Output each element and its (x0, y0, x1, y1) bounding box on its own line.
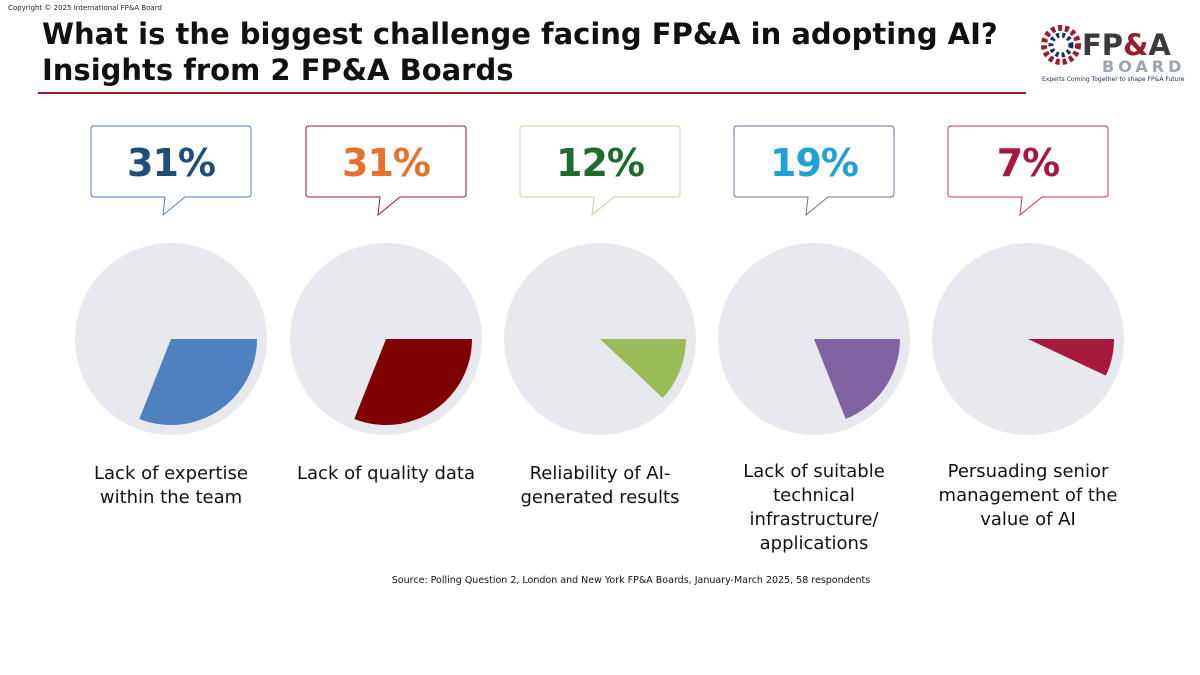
category-label-4: Lack of suitable technical infrastructur… (743, 461, 885, 554)
category-label-1: Lack of expertise within the team (94, 463, 248, 508)
pie-slice-2 (354, 339, 472, 426)
category-label-3: Reliability of AI-generated results (520, 463, 680, 508)
page-title: What is the biggest challenge facing FP&… (42, 16, 998, 88)
logo-globe-icon (1041, 25, 1081, 65)
pie-slice-4 (814, 339, 900, 419)
percent-label-5: 7% (997, 141, 1060, 185)
pie-slice-5 (1028, 339, 1115, 376)
callout-box-3 (519, 125, 681, 217)
logo-tagline: Experts Coming Together to shape FP&A Fu… (1042, 76, 1185, 83)
percent-label-1: 31% (127, 141, 215, 185)
callout-box-1 (90, 125, 252, 217)
title-divider (38, 92, 1026, 94)
title-line-2: Insights from 2 FP&A Boards (42, 53, 514, 87)
category-label-5: Persuading senior management of the valu… (938, 461, 1118, 530)
category-label-2: Lack of quality data (296, 463, 475, 484)
callout-box-5 (947, 125, 1109, 217)
copyright-notice: Copyright © 2025 International FP&A Boar… (8, 4, 162, 12)
percent-label-3: 12% (556, 141, 644, 185)
percent-label-4: 19% (770, 141, 858, 185)
callout-box-4 (733, 125, 895, 217)
percent-label-2: 31% (342, 141, 430, 185)
logo-wordmark: FP&A (1082, 28, 1171, 62)
source-note: Source: Polling Question 2, London and N… (391, 575, 871, 586)
pie-slice-3 (600, 339, 686, 398)
callout-box-2 (305, 125, 467, 217)
pie-slice-1 (139, 339, 257, 426)
fpa-board-logo: FP&A BOARD Experts Coming Together to sh… (1040, 24, 1186, 88)
title-line-1: What is the biggest challenge facing FP&… (42, 17, 998, 51)
logo-subtext: BOARD (1102, 57, 1186, 76)
